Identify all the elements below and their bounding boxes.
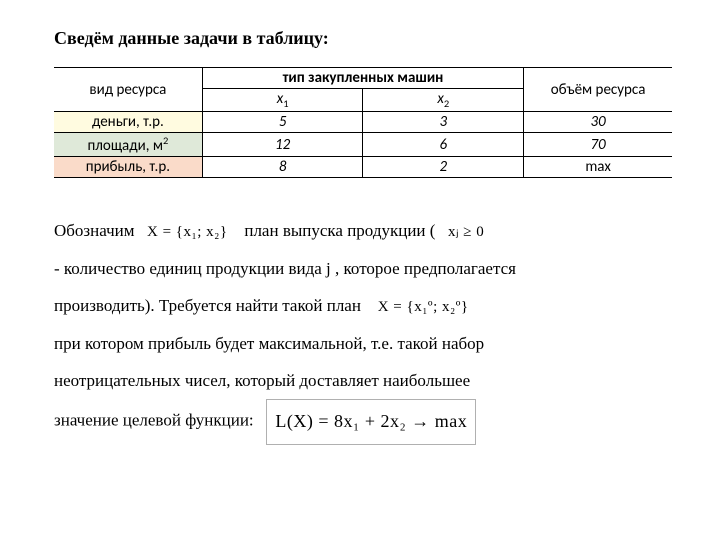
- cell: 6: [363, 133, 524, 157]
- th-resource: вид ресурса: [54, 68, 202, 112]
- table-row: площади, м2 12 6 70: [54, 133, 672, 157]
- th-x2: x2: [363, 89, 524, 112]
- resource-table: вид ресурса тип закупленных машин объём …: [54, 67, 672, 178]
- text: план выпуска продукции (: [244, 221, 435, 240]
- cell: 70: [524, 133, 672, 157]
- row-label: площади, м2: [54, 133, 202, 157]
- cell: 12: [202, 133, 363, 157]
- page-title: Сведём данные задачи в таблицу:: [54, 28, 672, 49]
- body-text: Обозначим X = {x₁; x₂} план выпуска прод…: [54, 212, 672, 445]
- table-row: деньги, т.р. 5 3 30: [54, 112, 672, 133]
- text: производить). Требуется найти такой план: [54, 296, 361, 315]
- formula-objective: L(X) = 8x₁ + 2x₂ → max: [266, 399, 476, 445]
- table-row: прибыль, т.р. 8 2 max: [54, 157, 672, 178]
- text: Обозначим: [54, 221, 135, 240]
- cell: 8: [202, 157, 363, 178]
- cell: 30: [524, 112, 672, 133]
- text: при котором прибыль будет максимальной, …: [54, 325, 672, 362]
- row-label: деньги, т.р.: [54, 112, 202, 133]
- text: значение целевой функции:: [54, 411, 254, 430]
- row-label: прибыль, т.р.: [54, 157, 202, 178]
- th-volume: объём ресурса: [524, 68, 672, 112]
- cell: max: [524, 157, 672, 178]
- formula-nonneg: xⱼ ≥ 0: [444, 215, 488, 250]
- cell: 3: [363, 112, 524, 133]
- th-x1: x1: [202, 89, 363, 112]
- cell: 5: [202, 112, 363, 133]
- text: - количество единиц продукции вида j , к…: [54, 250, 672, 287]
- formula-plan: X = {x₁; x₂}: [143, 215, 232, 250]
- page: Сведём данные задачи в таблицу: вид ресу…: [0, 0, 720, 465]
- cell: 2: [363, 157, 524, 178]
- th-machines: тип закупленных машин: [202, 68, 523, 89]
- formula-optplan: X = {x₁º; x₂º}: [374, 290, 473, 325]
- text: неотрицательных чисел, который доставляе…: [54, 362, 672, 399]
